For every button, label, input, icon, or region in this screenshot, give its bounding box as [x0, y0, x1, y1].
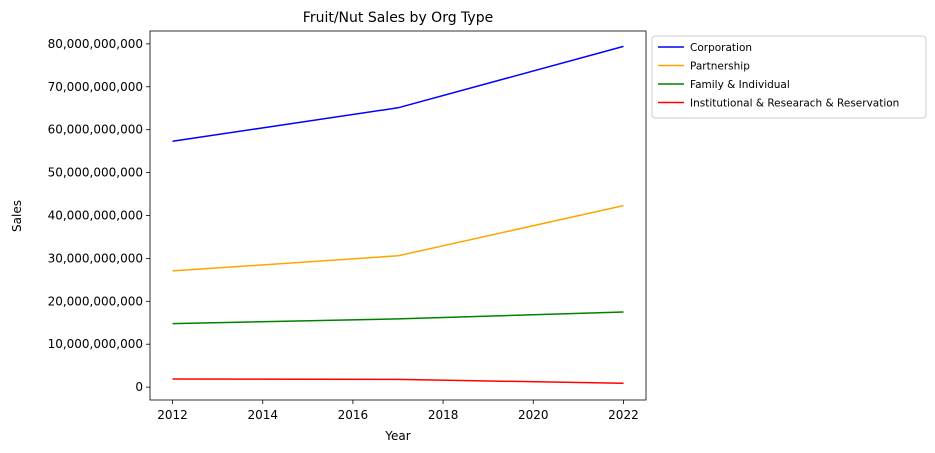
x-tick-label: 2020 — [518, 408, 549, 422]
x-tick-label: 2012 — [157, 408, 188, 422]
x-axis-label: Year — [384, 429, 410, 443]
y-tick-label: 80,000,000,000 — [48, 37, 143, 51]
series-line-0 — [172, 45, 624, 143]
legend-label-3: Institutional & Researach & Reservation — [690, 98, 899, 110]
y-tick-label: 20,000,000,000 — [48, 294, 143, 308]
x-tick-label: 2016 — [338, 408, 369, 422]
legend: Corporation Partnership Family & Individua… — [651, 35, 927, 119]
series-line-2 — [172, 311, 624, 325]
legend-label-0: Corporation — [690, 42, 752, 54]
legend-box — [651, 35, 927, 119]
plot-area — [172, 45, 624, 385]
chart-title: Fruit/Nut Sales by Org Type — [303, 10, 493, 26]
series-line-3 — [172, 378, 624, 385]
y-tick-label: 30,000,000,000 — [48, 251, 143, 265]
axes: 2012 2014 2016 2018 2020 2022 0 10,000,000,000 2… — [48, 30, 647, 422]
series-line-1 — [172, 204, 624, 272]
y-tick-label: 0 — [135, 380, 143, 394]
legend-label-2: Family & Individual — [690, 79, 790, 91]
y-tick-label: 60,000,000,000 — [48, 123, 143, 137]
x-tick-label: 2018 — [428, 408, 459, 422]
x-tick-label: 2022 — [608, 408, 639, 422]
y-tick-label: 50,000,000,000 — [48, 166, 143, 180]
x-tick-label: 2014 — [247, 408, 278, 422]
y-tick-label: 40,000,000,000 — [48, 209, 143, 223]
y-tick-label: 70,000,000,000 — [48, 80, 143, 94]
y-axis-label: Sales — [10, 200, 24, 232]
axes-frame — [149, 30, 647, 401]
y-tick-label: 10,000,000,000 — [48, 337, 143, 351]
legend-label-1: Partnership — [690, 61, 750, 73]
